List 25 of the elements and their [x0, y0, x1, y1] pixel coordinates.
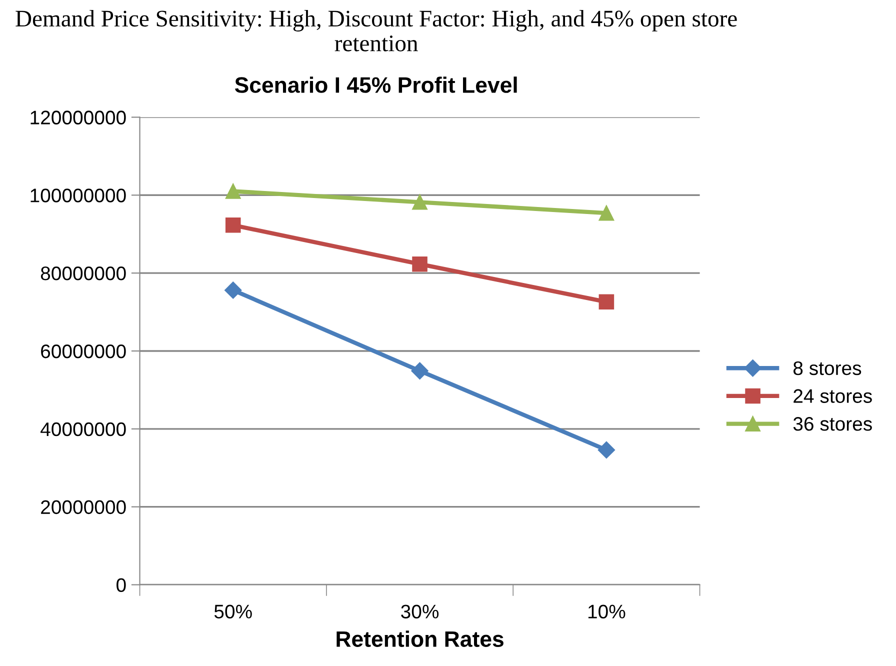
- legend-label: 36 stores: [793, 417, 872, 431]
- y-tick-label: 40000000: [40, 422, 126, 436]
- chart-subtitle: Scenario I 45% Profit Level: [234, 76, 517, 93]
- legend-label: 8 stores: [793, 361, 862, 376]
- y-tick-label: 80000000: [40, 266, 126, 280]
- point: [225, 184, 241, 199]
- point: [412, 256, 428, 272]
- legend-label: 24 stores: [794, 389, 872, 403]
- point: [598, 205, 614, 221]
- y-tick-label: 0: [116, 578, 126, 592]
- point: [224, 282, 242, 299]
- point: [598, 441, 615, 458]
- point: [225, 218, 241, 233]
- x-axis-title: Retention Rates: [336, 630, 504, 647]
- chart-title: Demand Price Sensitivity: High, Discount Factor: High, and 45% open store retention: [16, 10, 737, 52]
- point: [411, 362, 428, 380]
- x-tick-label: 30%: [401, 604, 439, 618]
- y-tick-label: 60000000: [41, 344, 126, 358]
- y-tick-label: 120000000: [30, 110, 126, 124]
- x-tick-label: 10%: [588, 604, 626, 618]
- y-tick-label: 20000000: [41, 500, 126, 514]
- point: [598, 294, 614, 310]
- y-tick-label: 100000000: [30, 188, 126, 202]
- x-tick-label: 50%: [214, 604, 252, 618]
- point: [412, 194, 428, 210]
